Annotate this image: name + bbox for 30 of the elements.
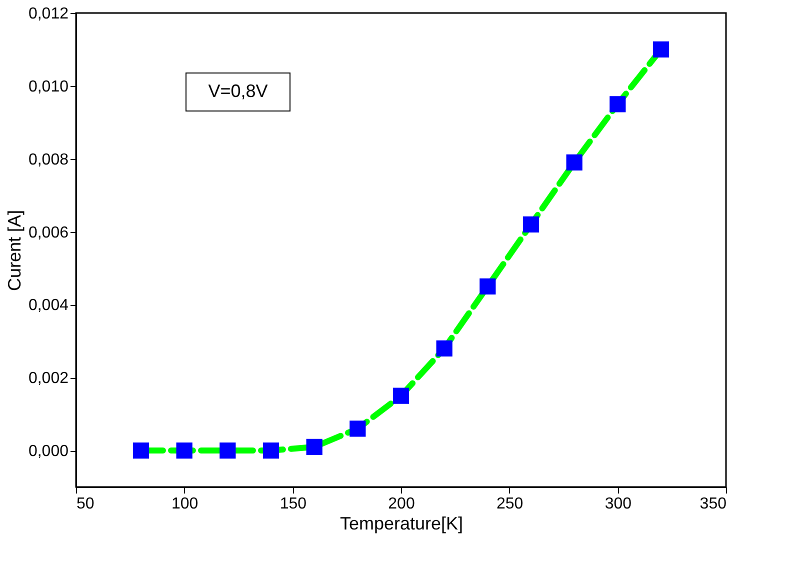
x-tick-label: 300 — [604, 496, 632, 512]
point — [262, 442, 280, 459]
point — [220, 442, 236, 459]
point — [566, 154, 582, 171]
x-axis-title: Temperature[K] — [340, 514, 464, 534]
y-tick-label: 0,000 — [28, 443, 69, 460]
x-tick-label: 100 — [171, 496, 198, 512]
point — [392, 388, 410, 404]
point — [652, 41, 670, 58]
y-tick-label: 0,004 — [28, 297, 69, 314]
y-axis-title: Curent [A] — [4, 210, 24, 292]
x-tick-label: 200 — [388, 496, 415, 512]
x-tick-label: 150 — [280, 496, 307, 512]
point — [436, 340, 452, 357]
y-tick-label: 0,010 — [28, 78, 69, 96]
x-tick-label: 50 — [76, 496, 94, 512]
point — [350, 420, 366, 437]
point — [176, 442, 192, 459]
point — [610, 96, 626, 112]
y-tick-label: 0,012 — [28, 6, 69, 22]
point — [522, 216, 540, 233]
point — [306, 438, 322, 455]
x-tick-label: 350 — [700, 496, 727, 512]
y-tick-label: 0,008 — [28, 151, 69, 168]
point — [480, 278, 496, 295]
y-tick-label: 0,002 — [28, 370, 69, 388]
point — [132, 442, 150, 459]
y-tick-label: 0,006 — [28, 224, 69, 242]
annotation: V=0,8V — [208, 81, 268, 101]
x-tick-label: 250 — [496, 496, 524, 512]
